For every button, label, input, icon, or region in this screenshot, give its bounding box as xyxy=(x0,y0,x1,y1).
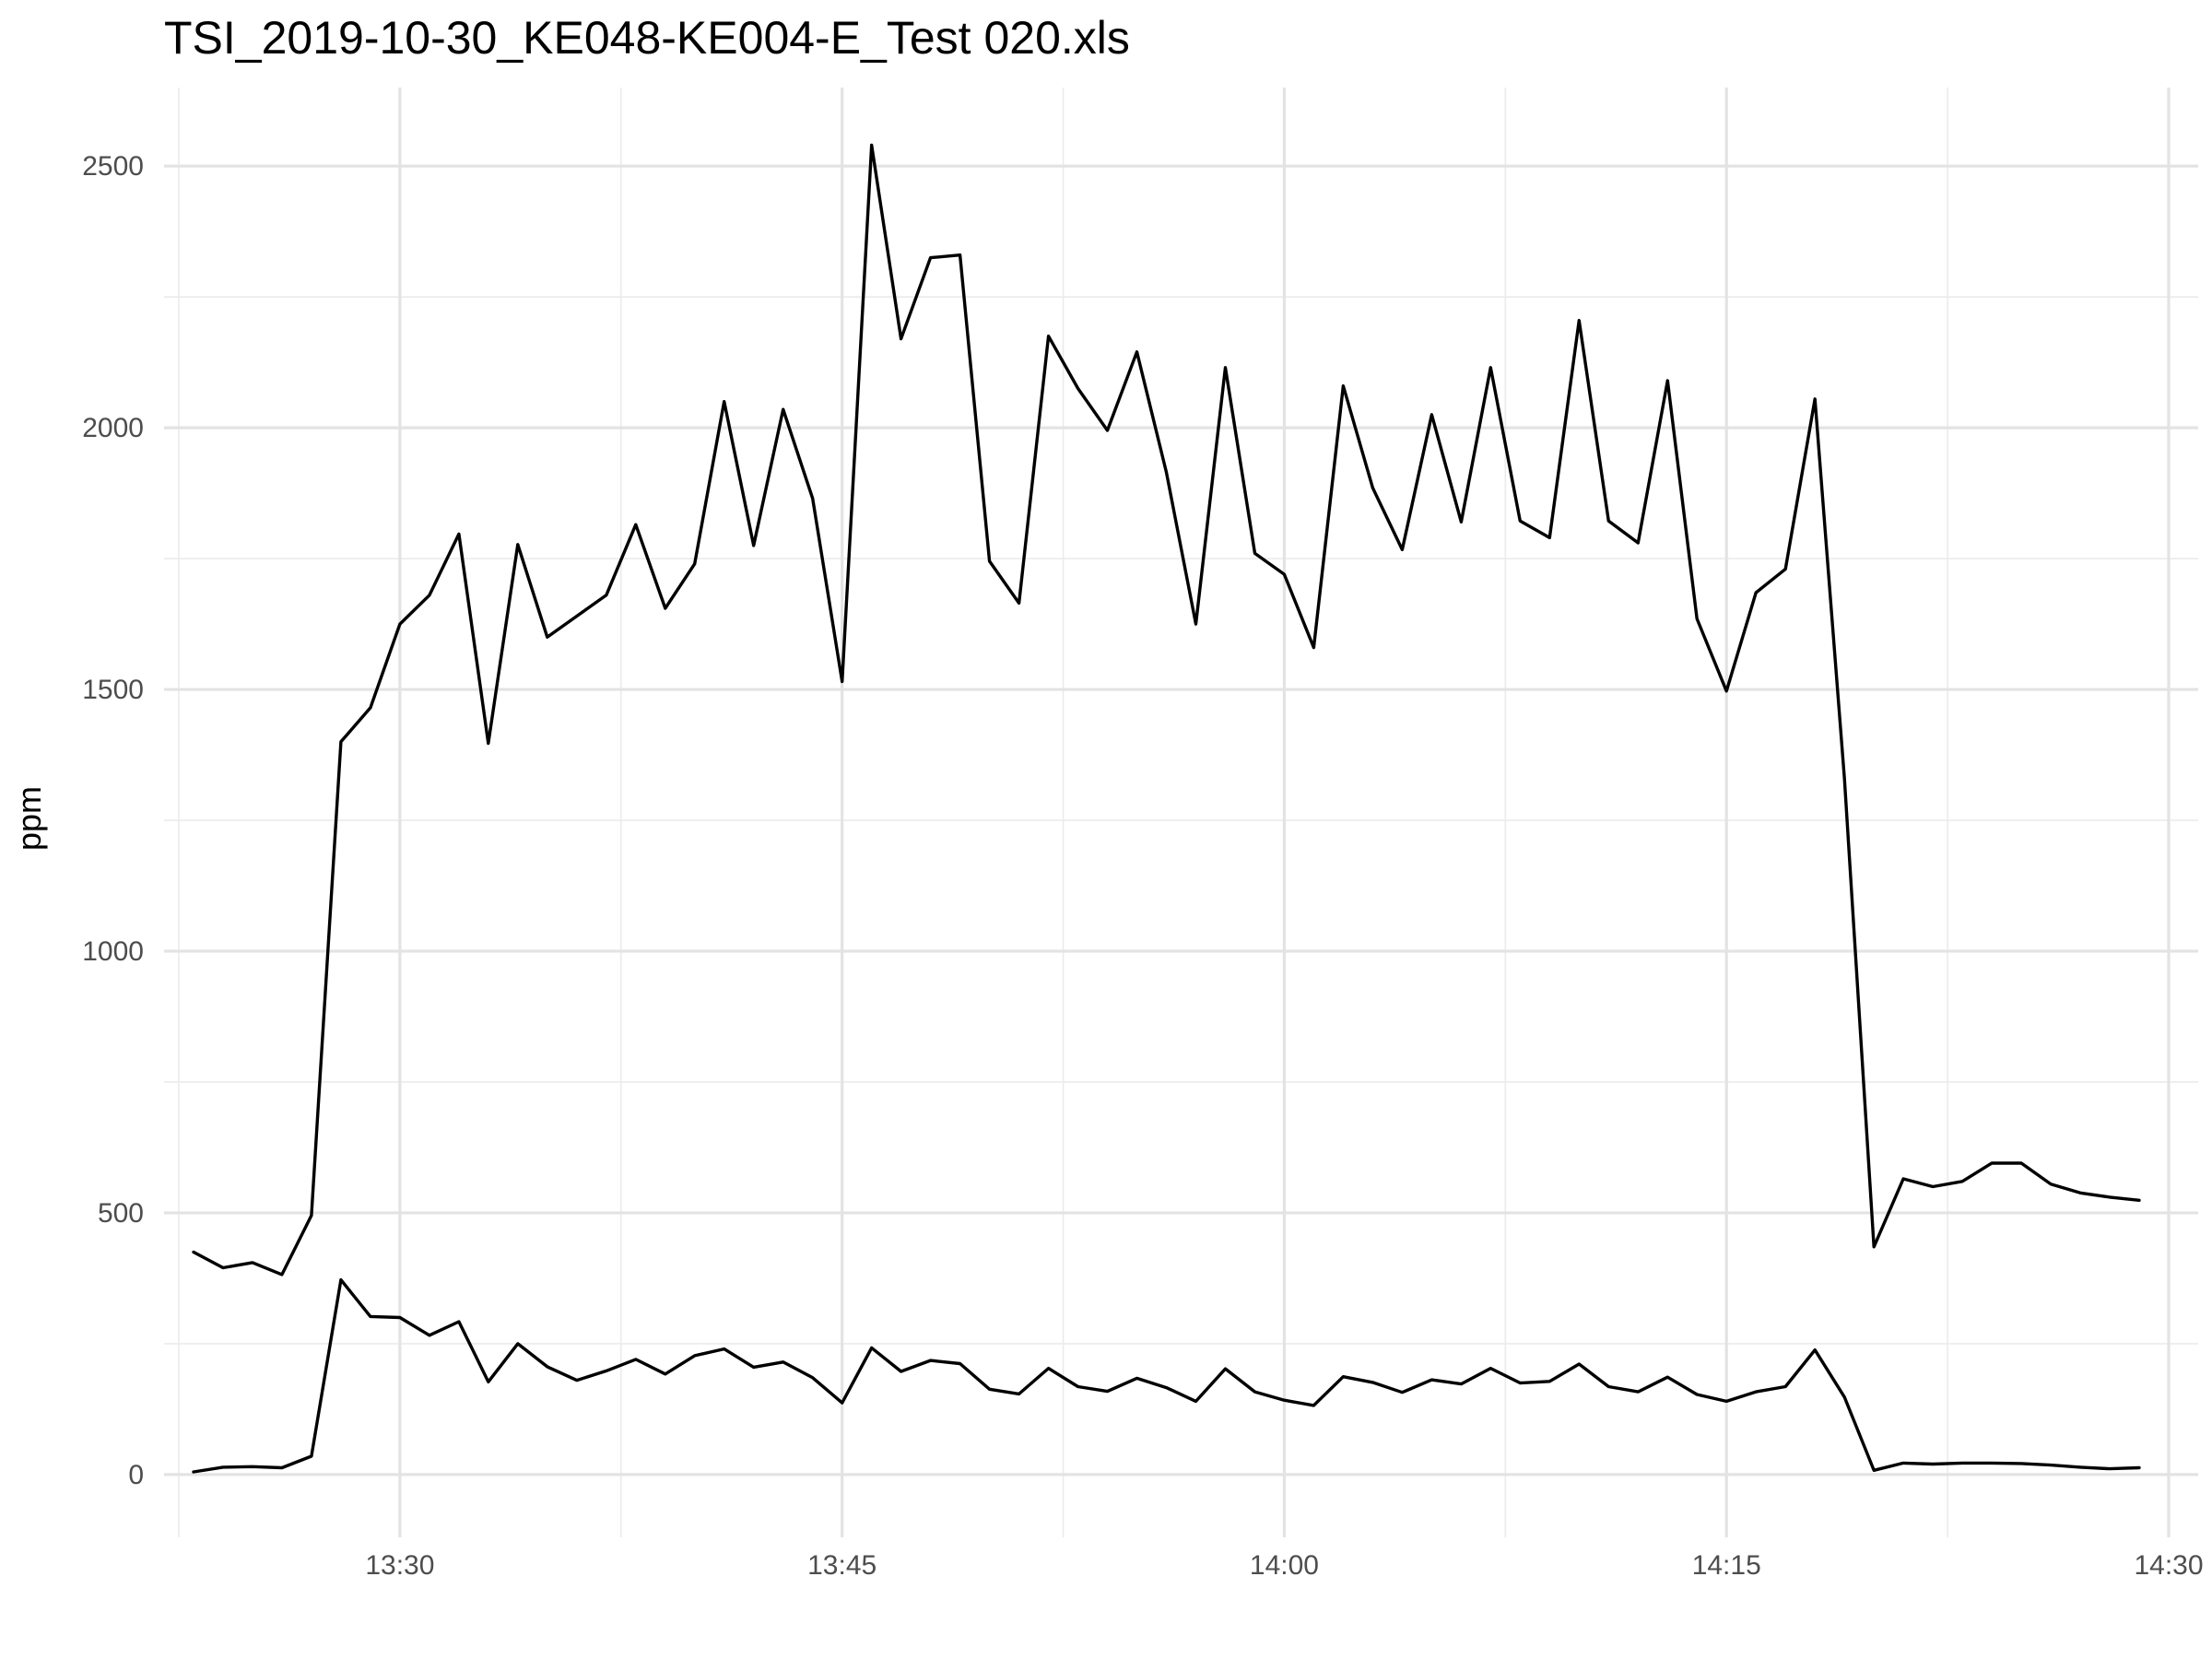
y-tick-label: 500 xyxy=(98,1198,144,1229)
x-tick-labels: 13:30 13:45 14:00 14:15 14:30 xyxy=(365,1550,2203,1581)
y-tick-label: 1500 xyxy=(82,675,144,705)
y-tick-label: 0 xyxy=(128,1460,144,1490)
y-tick-label: 1000 xyxy=(82,936,144,967)
x-tick-label: 13:45 xyxy=(807,1550,877,1581)
x-tick-label: 14:30 xyxy=(2134,1550,2203,1581)
series-line-2 xyxy=(192,1277,2141,1474)
series-line-1 xyxy=(192,143,2141,1277)
y-axis-title: ppm xyxy=(10,786,48,851)
grid-minor xyxy=(164,88,2198,1537)
x-tick-label: 14:15 xyxy=(1692,1550,1761,1581)
grid-major xyxy=(164,88,2198,1537)
y-tick-label: 2500 xyxy=(82,151,144,182)
x-tick-label: 14:00 xyxy=(1250,1550,1319,1581)
y-tick-labels: 0 500 1000 1500 2000 2500 xyxy=(82,151,144,1490)
x-tick-label: 13:30 xyxy=(365,1550,434,1581)
y-tick-label: 2000 xyxy=(82,413,144,443)
chart-title: TSI_2019-10-30_KE048-KE004-E_Test 020.xl… xyxy=(164,12,1130,64)
series-lines xyxy=(192,143,2141,1474)
